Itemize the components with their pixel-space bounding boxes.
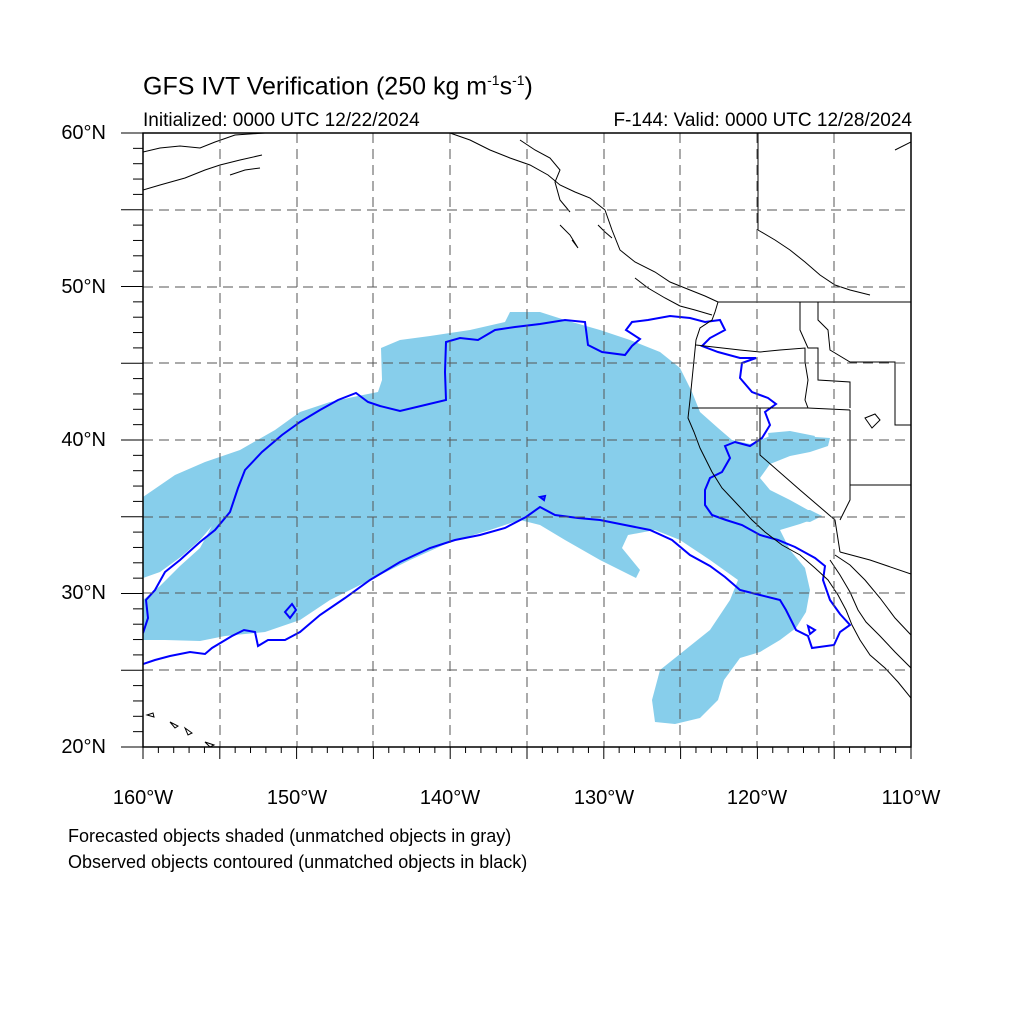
coastlines: [143, 133, 911, 747]
lon-label-150w: 150°W: [266, 787, 328, 809]
lat-label-30n: 30°N: [61, 582, 106, 604]
valid-time: F-144: Valid: 0000 UTC 12/28/2024: [613, 110, 912, 131]
lat-label-40n: 40°N: [61, 429, 106, 451]
lon-label-120w: 120°W: [726, 787, 788, 809]
lat-label-60n: 60°N: [61, 122, 106, 144]
lon-label-110w: 110°W: [881, 787, 941, 809]
lat-label-20n: 20°N: [61, 736, 106, 758]
legend-note-observed: Observed objects contoured (unmatched ob…: [68, 852, 528, 872]
forecast-object: [143, 312, 830, 724]
tick-marks: [121, 132, 912, 759]
lat-label-50n: 50°N: [61, 276, 106, 298]
legend-note-forecast: Forecasted objects shaded (unmatched obj…: [68, 826, 512, 846]
observed-contour: [143, 314, 852, 665]
initialized-time: Initialized: 0000 UTC 12/22/2024: [143, 110, 420, 131]
map-title: GFS IVT Verification (250 kg m-1s-1): [143, 72, 533, 101]
lon-label-130w: 130°W: [573, 787, 635, 809]
lon-label-140w: 140°W: [419, 787, 481, 809]
grid-lines: [143, 133, 911, 747]
lon-label-160w: 160°W: [112, 787, 174, 809]
